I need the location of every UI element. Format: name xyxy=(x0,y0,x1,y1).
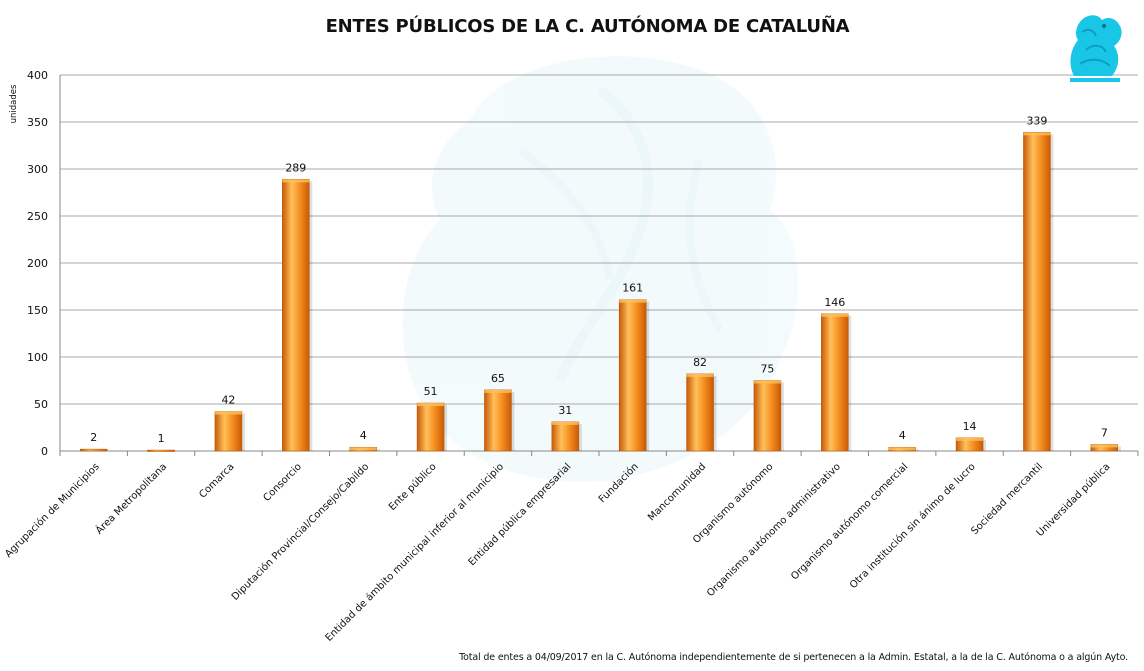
data-label: 4 xyxy=(360,429,367,442)
category-label: Fundación xyxy=(596,461,641,506)
bar xyxy=(147,449,175,452)
bar xyxy=(1023,132,1051,452)
data-label: 31 xyxy=(558,404,572,417)
category-label: Universidad pública xyxy=(1034,461,1112,539)
bar xyxy=(821,313,849,452)
category-label: Mancomunidad xyxy=(646,461,708,523)
data-label: 289 xyxy=(285,161,306,174)
bar xyxy=(416,402,445,452)
category-label: Sociedad mercantil xyxy=(969,461,1045,537)
y-tick-label: 350 xyxy=(27,116,48,129)
data-label: 75 xyxy=(760,363,774,376)
y-tick-label: 0 xyxy=(41,445,48,458)
bar-cap xyxy=(417,403,445,407)
bar-cap xyxy=(956,437,984,441)
y-tick-label: 300 xyxy=(27,163,48,176)
data-label: 2 xyxy=(90,431,97,444)
bar xyxy=(618,299,647,452)
griffin-logo-icon xyxy=(1070,15,1122,82)
bar xyxy=(551,421,580,452)
data-label: 14 xyxy=(963,420,977,433)
bar-cap xyxy=(214,411,242,415)
y-tick-label: 100 xyxy=(27,351,48,364)
category-label: Diputación Provincial/Consejo/Cabildo xyxy=(229,461,371,603)
category-label: Comarca xyxy=(197,461,236,500)
category-label: Organismo autónomo comercial xyxy=(789,461,911,583)
bar-cap xyxy=(484,389,512,393)
data-label: 65 xyxy=(491,372,505,385)
y-tick-label: 400 xyxy=(27,69,48,82)
category-label: Organismo autónomo administrativo xyxy=(704,461,843,600)
data-label: 42 xyxy=(221,394,235,407)
y-axis-label: unidades xyxy=(9,84,19,123)
data-label: 339 xyxy=(1026,114,1047,127)
category-label: Consorcio xyxy=(261,461,303,503)
bar-cap xyxy=(349,447,377,451)
bar xyxy=(484,389,512,452)
data-label: 1 xyxy=(158,432,165,445)
category-label: Otra institución sin ánimo de lucro xyxy=(847,461,977,591)
bar-cap xyxy=(753,380,781,384)
data-label: 51 xyxy=(424,385,438,398)
bar xyxy=(79,448,108,452)
data-label: 7 xyxy=(1101,426,1108,439)
category-label: Agrupación de Municipios xyxy=(2,461,101,560)
bar-cap xyxy=(619,299,647,303)
chart-title: ENTES PÚBLICOS DE LA C. AUTÓNOMA DE CATA… xyxy=(325,16,850,37)
bar-cap xyxy=(686,373,714,377)
footnote: Total de entes a 04/09/2017 en la C. Aut… xyxy=(459,652,1128,663)
bar-cap xyxy=(888,447,916,451)
bar-cap xyxy=(821,313,849,317)
bar-cap xyxy=(1023,132,1051,136)
bar xyxy=(282,179,310,452)
data-label: 82 xyxy=(693,356,707,369)
y-tick-label: 50 xyxy=(34,398,48,411)
bar-cap xyxy=(551,421,579,425)
bar-cap xyxy=(282,179,310,183)
y-tick-label: 200 xyxy=(27,257,48,270)
category-label: Ente público xyxy=(386,461,438,513)
y-tick-label: 250 xyxy=(27,210,48,223)
data-label: 161 xyxy=(622,282,643,295)
data-label: 146 xyxy=(824,296,845,309)
bar-cap xyxy=(1090,444,1118,448)
bar xyxy=(214,411,243,452)
data-label: 4 xyxy=(899,429,906,442)
bar xyxy=(686,373,714,452)
bar xyxy=(753,380,782,452)
y-tick-label: 150 xyxy=(27,304,48,317)
category-label: Área Metropolitana xyxy=(92,460,169,537)
